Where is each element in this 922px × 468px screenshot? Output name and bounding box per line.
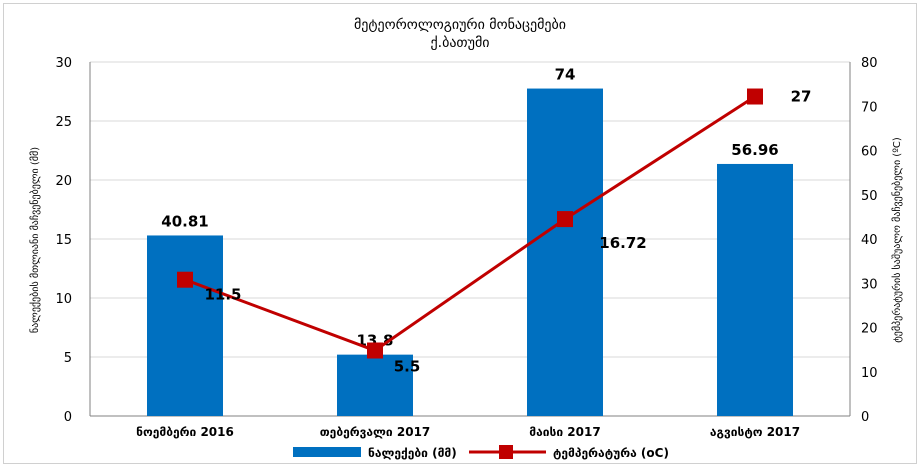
x-tick-label: თებერვალი 2017 (320, 425, 431, 439)
y-left-tick-label: 15 (55, 233, 72, 248)
line-data-label: 11.5 (204, 286, 241, 304)
x-tick-label: მაისი 2017 (529, 425, 600, 439)
y-right-tick-label: 70 (861, 100, 878, 115)
line-data-label: 27 (791, 88, 812, 106)
x-tick-label: ნოემბერი 2016 (136, 425, 234, 439)
bar (527, 88, 603, 417)
line-point (747, 88, 763, 105)
y-right-tick-label: 10 (861, 366, 878, 381)
line-data-label: 5.5 (394, 358, 421, 376)
y-right-tick-label: 0 (861, 410, 869, 425)
chart-title: მეტეოროლოგიური მონაცემები (354, 16, 566, 33)
bar-data-label: 74 (555, 66, 576, 84)
y-left-tick-label: 30 (55, 56, 72, 71)
legend-swatch-precipitation (293, 447, 361, 457)
plot-area: 0 5 10 15 20 25 30 0 10 20 30 40 50 60 70 80 ნოემბერი 20… (55, 56, 877, 439)
temperature-line (184, 95, 756, 353)
y-left-tick-label: 10 (55, 292, 72, 307)
chart-subtitle: ქ.ბათუმი (430, 35, 489, 51)
y-left-tick-label: 5 (64, 351, 72, 366)
bar-data-label: 40.81 (161, 212, 208, 230)
line-point (557, 211, 573, 228)
y-axis-left-label: ნალექების მთლიანი მაჩვენებელი (მმ) (29, 147, 41, 333)
y-right-tick-label: 20 (861, 322, 878, 337)
y-axis-right-label: ტემპერატურის საშუალო მაჩვენებელი (ºC) (891, 137, 903, 343)
legend-label-temperature: ტემპერატურა (oC) (553, 446, 669, 460)
bar (147, 235, 223, 416)
legend-marker-temperature (499, 445, 513, 459)
y-right-tick-label: 40 (861, 233, 878, 248)
y-right-tick-label: 30 (861, 277, 878, 292)
chart-frame (3, 3, 917, 464)
y-right-tick-label: 60 (861, 145, 878, 160)
legend-label-precipitation: ნალექები (მმ) (368, 446, 457, 460)
line-data-label: 16.72 (599, 234, 646, 252)
line-point (177, 271, 193, 288)
bar (337, 354, 413, 416)
y-right-tick-label: 50 (861, 189, 878, 204)
y-left-tick-label: 0 (64, 410, 72, 425)
bar-data-label: 56.96 (731, 141, 778, 159)
x-tick-label: აგვისტო 2017 (710, 425, 800, 439)
y-left-tick-label: 20 (55, 174, 72, 189)
legend: ნალექები (მმ) ტემპერატურა (oC) (293, 445, 669, 460)
y-right-tick-label: 80 (861, 56, 878, 71)
line-point (367, 342, 383, 359)
y-left-tick-label: 25 (55, 115, 72, 130)
bar (717, 163, 793, 416)
